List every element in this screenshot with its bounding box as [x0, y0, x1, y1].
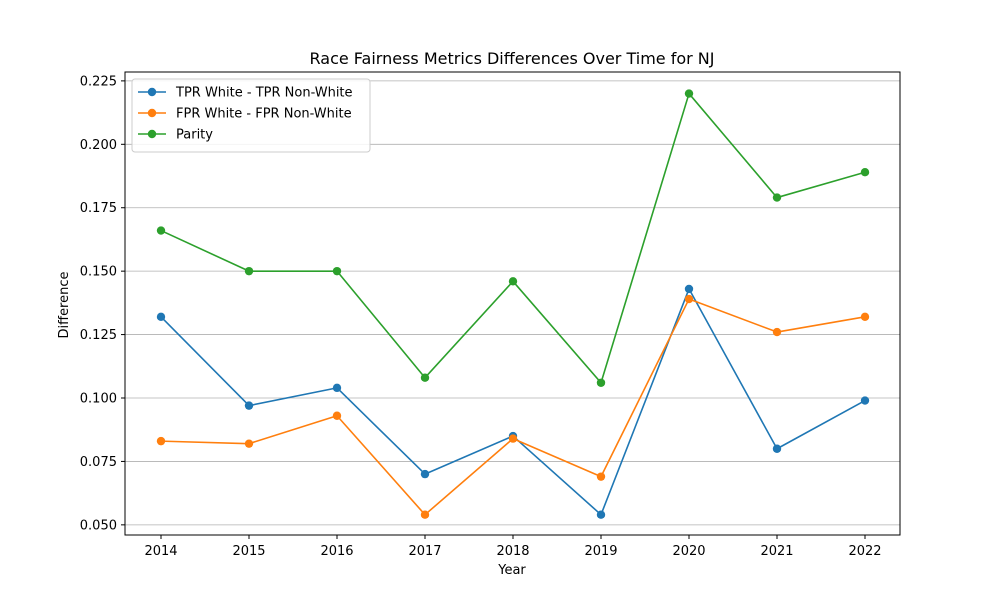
data-point	[420, 510, 430, 519]
y-axis: 0.050 0.075 0.100 0.125 0.150 0.175 0.200 0.225	[80, 74, 125, 533]
series-layer	[156, 89, 870, 519]
data-point	[596, 472, 606, 481]
y-tick-label: 0.150	[80, 265, 117, 280]
data-point	[860, 312, 870, 322]
x-tick-label: 2020	[672, 544, 705, 559]
series-3	[156, 89, 870, 387]
x-tick-label: 2021	[760, 544, 793, 559]
legend-marker	[147, 108, 157, 118]
legend-label: Parity	[176, 128, 213, 143]
data-point	[244, 266, 254, 276]
x-tick-label: 2015	[232, 544, 265, 559]
data-point	[420, 373, 430, 382]
legend-box	[131, 78, 371, 153]
y-tick-label: 0.050	[80, 518, 117, 533]
x-axis: 2014 2015 2016 2017 2018 2019 2020 2021 2022	[144, 535, 882, 559]
x-tick-label: 2018	[496, 544, 529, 559]
data-point	[596, 378, 606, 387]
data-point	[332, 266, 342, 276]
x-tick-label: 2019	[584, 544, 617, 559]
x-tick-label: 2016	[320, 544, 353, 559]
data-point	[508, 434, 518, 443]
data-point	[156, 226, 166, 235]
legend-label: TPR White - TPR Non-White	[175, 86, 353, 101]
y-tick-label: 0.175	[80, 201, 117, 216]
x-axis-title: Year	[497, 563, 526, 578]
y-tick-label: 0.125	[80, 328, 117, 343]
data-point	[508, 277, 518, 286]
data-point	[684, 89, 694, 98]
legend-marker	[147, 129, 157, 139]
data-point	[244, 401, 254, 410]
data-point	[332, 411, 342, 420]
series-2	[156, 294, 870, 519]
y-tick-label: 0.225	[80, 74, 117, 89]
data-point	[772, 444, 782, 453]
data-point	[860, 396, 870, 405]
data-point	[332, 383, 342, 393]
data-point	[156, 436, 166, 446]
legend: TPR White - TPR Non-White FPR White - FPR…	[131, 78, 371, 153]
data-point	[684, 284, 694, 294]
data-point	[772, 193, 782, 202]
data-point	[596, 510, 606, 519]
chart-title: Race Fairness Metrics Differences Over T…	[310, 49, 715, 68]
y-tick-label: 0.075	[80, 455, 117, 470]
legend-label: FPR White - FPR Non-White	[176, 107, 352, 122]
data-point	[156, 312, 166, 322]
data-point	[684, 294, 694, 304]
data-point	[244, 439, 254, 448]
data-point	[860, 168, 870, 177]
data-point	[420, 469, 430, 479]
legend-marker	[147, 87, 157, 97]
y-tick-label: 0.200	[80, 138, 117, 153]
y-tick-label: 0.100	[80, 392, 117, 407]
x-tick-label: 2014	[144, 544, 177, 559]
x-tick-label: 2022	[848, 544, 881, 559]
data-point	[772, 327, 782, 337]
x-tick-label: 2017	[408, 544, 441, 559]
y-axis-title: Difference	[57, 271, 72, 338]
